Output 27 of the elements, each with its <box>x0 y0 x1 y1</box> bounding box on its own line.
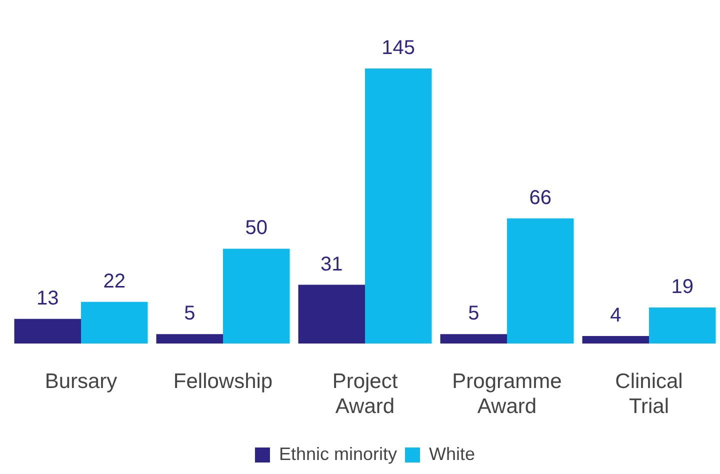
x-tick-label: Bursary <box>44 370 118 393</box>
data-label: 66 <box>529 186 552 209</box>
bar <box>507 218 574 344</box>
bar <box>156 334 223 344</box>
x-tick-label: Clinical Trial <box>615 370 683 418</box>
data-label: 4 <box>610 304 622 327</box>
bar <box>81 302 148 344</box>
data-label: 19 <box>671 276 694 298</box>
data-label: 5 <box>184 302 196 325</box>
bar <box>440 334 507 344</box>
data-label: 22 <box>103 270 126 292</box>
x-tick-label: Fellowship <box>173 370 273 393</box>
data-label: 13 <box>36 287 59 310</box>
x-tick-label: Project Award <box>332 370 398 418</box>
bar <box>582 336 649 344</box>
bar <box>649 308 716 344</box>
legend-label: White <box>429 444 476 464</box>
bar <box>298 284 365 344</box>
bar <box>14 318 81 344</box>
data-label: 31 <box>320 253 343 276</box>
bar <box>365 68 432 344</box>
data-label: 50 <box>245 217 268 240</box>
bar <box>223 248 290 344</box>
data-label: 145 <box>382 36 416 59</box>
legend-label: Ethnic minority <box>278 444 398 464</box>
x-tick-label: Programme Award <box>452 370 562 418</box>
data-label: 5 <box>468 302 480 325</box>
